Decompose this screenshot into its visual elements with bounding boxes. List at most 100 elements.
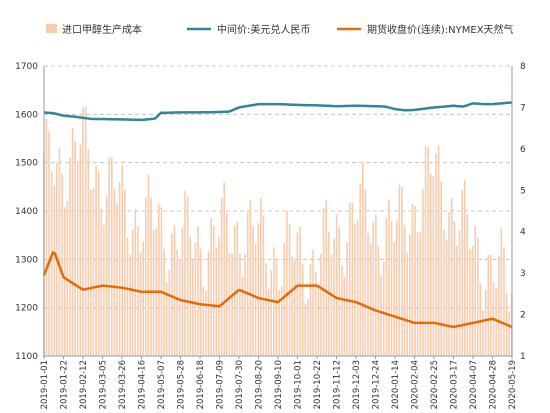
cost-bar	[356, 219, 359, 356]
cost-bar	[97, 171, 100, 356]
cost-bar	[142, 241, 144, 356]
x-tick-label: 2019-12-24	[372, 360, 382, 409]
cost-bar	[50, 171, 53, 356]
cost-bar	[226, 213, 228, 356]
y-left-tick-label: 1200	[15, 304, 38, 314]
cost-bar	[288, 224, 291, 356]
cost-bar	[210, 217, 212, 356]
cost-bar	[244, 254, 246, 356]
y-left-tick-label: 1600	[15, 110, 38, 120]
cost-bar	[351, 202, 354, 356]
cost-bar	[309, 263, 312, 356]
cost-bar	[361, 162, 364, 356]
cost-bar	[184, 190, 186, 356]
cost-bar	[479, 283, 482, 356]
cost-bar	[246, 210, 249, 356]
cost-bar	[202, 286, 205, 356]
cost-bar	[205, 290, 207, 356]
cost-bar	[280, 285, 283, 356]
cost-bar	[443, 229, 445, 356]
cost-bar	[422, 188, 424, 356]
cost-bar	[474, 225, 476, 356]
cost-bar	[262, 215, 265, 356]
cost-bar	[301, 263, 304, 356]
cost-bar	[401, 186, 403, 356]
cost-bar	[100, 207, 103, 356]
legend-label-cost: 进口甲醇生产成本	[62, 23, 142, 36]
cost-bar	[406, 252, 409, 356]
cost-bar	[260, 198, 262, 356]
cost-bar	[252, 226, 254, 356]
cost-bar	[435, 153, 437, 356]
cost-bar	[283, 242, 286, 356]
cost-bar	[278, 289, 280, 356]
cost-bar	[181, 227, 184, 356]
cost-bar	[220, 197, 223, 356]
cost-bar	[103, 225, 105, 356]
cost-bar	[212, 225, 215, 356]
x-tick-label: 2019-12-03	[352, 360, 362, 409]
cost-bar	[469, 249, 471, 356]
cost-bar	[105, 196, 108, 356]
cost-bar	[74, 141, 76, 356]
cost-bar	[173, 225, 176, 356]
cost-bar	[171, 233, 173, 356]
cost-bar	[490, 254, 492, 356]
cost-bar	[95, 165, 97, 356]
cost-bar	[139, 252, 142, 356]
cost-bar	[267, 288, 270, 356]
cost-bar	[61, 173, 63, 356]
cost-bar	[236, 221, 239, 356]
cost-bar	[134, 208, 137, 356]
cost-bar	[223, 182, 226, 356]
x-tick-label: 2019-07-09	[216, 360, 226, 409]
cost-bar	[398, 184, 401, 356]
cost-bar	[508, 311, 510, 356]
x-tick-label: 2020-02-04	[411, 360, 421, 409]
cost-bar	[330, 254, 333, 356]
natgas-line	[42, 251, 513, 329]
cost-bar	[249, 199, 252, 356]
cost-bar	[197, 226, 199, 356]
cost-bar	[409, 234, 411, 356]
x-tick-label: 2019-03-26	[118, 360, 128, 409]
cost-bar	[458, 229, 461, 356]
x-tick-label: 2020-03-17	[450, 360, 460, 409]
cost-bar	[286, 210, 288, 356]
legend: 进口甲醇生产成本 中间价:美元兑人民币 期货收盘价(连续):NYMEX天然气	[46, 23, 514, 36]
cost-bar	[129, 254, 131, 356]
cost-bar	[317, 284, 320, 356]
cost-bar	[320, 253, 322, 356]
cost-bar	[275, 260, 278, 356]
cost-bar	[69, 157, 71, 356]
cost-bar	[484, 289, 487, 356]
cost-bar	[463, 179, 466, 356]
cost-bar	[124, 189, 126, 356]
cost-bar	[380, 276, 382, 356]
y-right-tick-label: 5	[520, 186, 526, 196]
x-tick-label: 2019-04-16	[138, 360, 148, 409]
cost-bar	[158, 204, 160, 356]
cost-bar	[372, 221, 375, 356]
cost-bar	[388, 199, 390, 356]
cost-bar	[354, 223, 356, 356]
y-right-tick-label: 3	[520, 269, 526, 279]
legend-label-natgas: 期货收盘价(连续):NYMEX天然气	[367, 23, 514, 36]
cost-bar	[254, 243, 257, 356]
y-left-tick-label: 1700	[15, 62, 38, 72]
cost-bar	[189, 236, 192, 356]
cost-bar	[503, 247, 505, 356]
cost-bar	[178, 259, 181, 356]
cost-bar	[199, 248, 202, 356]
cost-bar	[414, 205, 416, 356]
cost-bar	[53, 185, 56, 356]
cost-bar	[419, 232, 422, 356]
cost-bar	[291, 256, 293, 356]
cost-bar	[228, 252, 231, 356]
y-right-tick-label: 8	[520, 62, 526, 72]
cost-bar	[437, 145, 440, 356]
cost-bar	[82, 107, 84, 356]
cost-bar	[307, 299, 309, 356]
cost-bar	[500, 228, 503, 356]
cost-bar	[270, 270, 273, 356]
